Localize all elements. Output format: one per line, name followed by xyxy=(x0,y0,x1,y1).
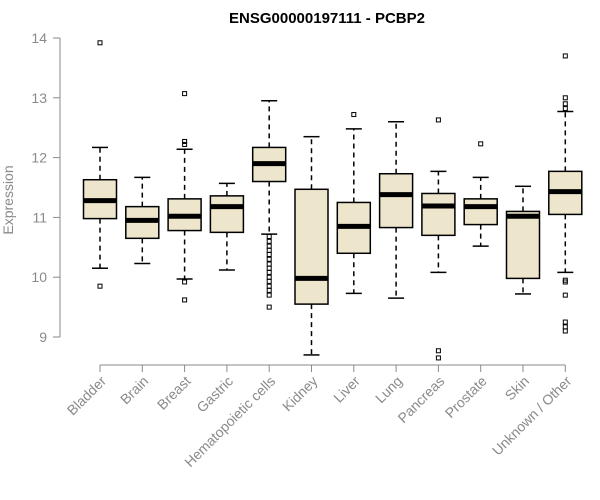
y-tick-label: 13 xyxy=(31,90,47,106)
x-tick-label: Prostate xyxy=(442,373,490,421)
box-brain xyxy=(125,176,160,265)
outlier-point xyxy=(182,279,188,285)
outlier-point xyxy=(435,348,441,354)
outlier-point xyxy=(562,279,568,285)
outlier-point xyxy=(562,292,568,298)
box-lung xyxy=(378,120,414,299)
x-tick-label: Lung xyxy=(372,373,405,406)
box-hematopoietic-cells xyxy=(251,100,287,310)
box-breast xyxy=(167,91,202,303)
outlier-point xyxy=(562,106,568,112)
outlier-point xyxy=(266,278,272,284)
y-tick-label: 10 xyxy=(31,269,47,285)
outlier-point xyxy=(562,324,568,330)
chart-title: ENSG00000197111 - PCBP2 xyxy=(229,10,425,27)
x-tick-label: Brain xyxy=(117,373,151,407)
outlier-point xyxy=(182,297,188,303)
box-iqr xyxy=(505,210,541,280)
outlier-point xyxy=(266,274,272,280)
outlier-point xyxy=(182,91,188,97)
outlier-point xyxy=(266,292,272,298)
box-gastric xyxy=(209,182,245,271)
boxplot-series xyxy=(82,40,583,361)
y-tick-label: 12 xyxy=(31,150,47,166)
x-tick-label: Skin xyxy=(502,373,533,404)
outlier-point xyxy=(182,138,188,144)
outlier-point xyxy=(562,53,568,59)
y-axis-label: Expression xyxy=(0,165,16,234)
outlier-point xyxy=(266,256,272,262)
box-bladder xyxy=(82,40,118,289)
box-unknown-other xyxy=(548,53,583,334)
y-tick-label: 9 xyxy=(39,329,47,345)
x-tick-label: Pancreas xyxy=(394,373,447,426)
outlier-point xyxy=(562,101,568,107)
outlier-point xyxy=(266,238,272,244)
x-tick-label: Breast xyxy=(154,373,194,413)
outlier-point xyxy=(266,243,272,249)
outlier-point xyxy=(478,141,484,147)
outlier-point xyxy=(266,269,272,275)
x-tick-label: Unknown / Other xyxy=(489,373,575,459)
box-prostate xyxy=(463,141,498,247)
box-liver xyxy=(336,112,372,295)
box-skin xyxy=(505,185,541,295)
outlier-point xyxy=(266,261,272,267)
y-tick-label: 11 xyxy=(32,209,47,225)
y-axis-ticks: 9 10 11 12 13 14 xyxy=(31,30,60,345)
box-iqr xyxy=(294,188,329,305)
outlier-point xyxy=(97,40,103,46)
box-pancreas xyxy=(421,117,456,361)
box-iqr xyxy=(421,192,456,237)
outlier-point xyxy=(266,234,272,240)
outlier-point xyxy=(266,283,272,289)
x-tick-label: Kidney xyxy=(279,373,321,415)
outlier-point xyxy=(266,251,272,257)
x-tick-label: Bladder xyxy=(64,373,110,419)
outlier-point xyxy=(266,265,272,271)
outlier-point xyxy=(562,319,568,325)
outlier-point xyxy=(435,117,441,123)
outlier-point xyxy=(266,247,272,253)
box-iqr xyxy=(209,195,245,234)
outlier-point xyxy=(182,141,188,147)
outlier-point xyxy=(351,112,357,118)
outlier-point xyxy=(562,95,568,101)
outlier-point xyxy=(266,287,272,293)
outlier-point xyxy=(562,328,568,334)
outlier-point xyxy=(435,355,441,361)
box-iqr xyxy=(378,172,414,229)
box-iqr xyxy=(463,198,498,226)
box-kidney xyxy=(294,135,329,356)
x-tick-label: Liver xyxy=(330,373,363,406)
outlier-point xyxy=(266,304,272,310)
y-tick-label: 14 xyxy=(31,30,47,46)
outlier-point xyxy=(97,283,103,289)
